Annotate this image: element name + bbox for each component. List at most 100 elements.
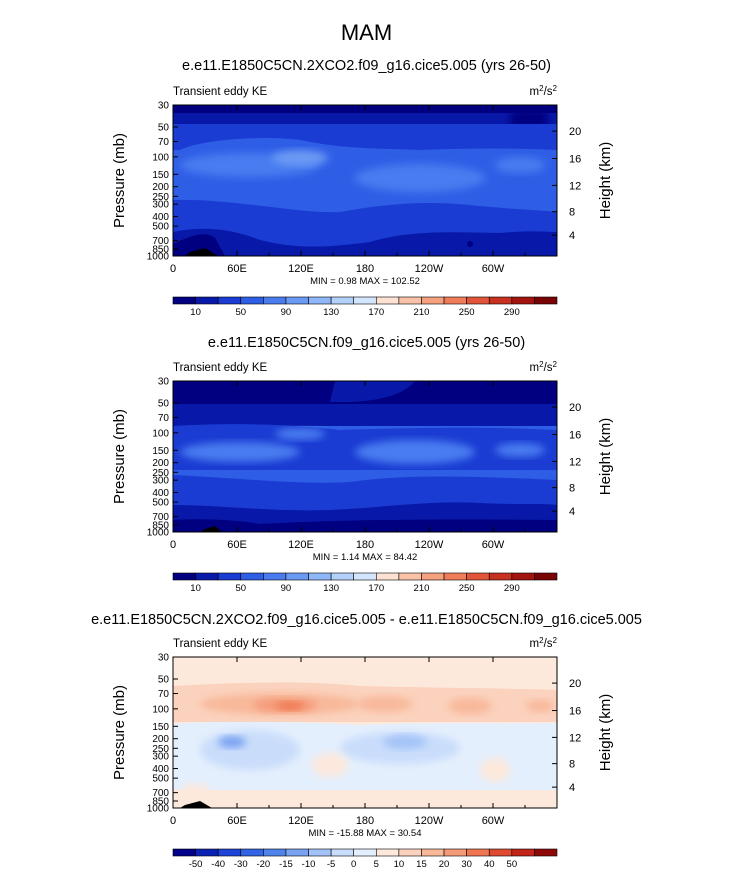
colorbar-swatch (466, 296, 490, 305)
colorbar-swatch (398, 296, 422, 305)
colorbar-label: -20 (256, 859, 270, 870)
colorbar-swatch (217, 848, 242, 857)
colorbar-swatch (421, 848, 445, 857)
colorbar-swatch (330, 572, 355, 581)
colorbar-swatch (285, 296, 309, 305)
field-label: Transient eddy KE (173, 86, 268, 98)
colorbar-label: 170 (368, 307, 384, 318)
colorbar-label: 20 (439, 859, 450, 870)
colorbar-label: 5 (374, 859, 379, 870)
colorbar-label: 290 (504, 307, 520, 318)
colorbar-label: 250 (459, 307, 475, 318)
y-tick-label: 850 (152, 521, 169, 532)
page-title: MAM (340, 20, 393, 45)
y-tick-label: 50 (158, 674, 170, 685)
colorbar-label: 250 (459, 583, 475, 594)
colorbar-swatch (375, 848, 400, 857)
right-tick-label: 12 (569, 732, 581, 744)
y-axis-label: Pressure (mb) (111, 133, 128, 228)
y-tick-label: 30 (158, 653, 170, 664)
right-tick-label: 4 (569, 782, 575, 794)
colorbar-label: 0 (351, 859, 356, 870)
y-tick-label: 500 (152, 222, 169, 233)
x-tick-label: 120W (415, 815, 444, 827)
x-tick-label: 0 (170, 263, 176, 275)
colorbar-swatch (330, 848, 355, 857)
right-tick-label: 8 (569, 483, 575, 495)
colorbar-swatch (172, 848, 196, 857)
min-max-stats: MIN = 1.14 MAX = 84.42 (313, 552, 418, 563)
y-tick-label: 70 (158, 413, 170, 424)
colorbar-swatch (195, 848, 219, 857)
colorbar-swatch (421, 296, 445, 305)
y-tick-label: 700 (152, 788, 169, 799)
colorbar-swatch (375, 296, 400, 305)
y-tick-label: 400 (152, 488, 169, 499)
y-axis-label: Pressure (mb) (111, 685, 128, 780)
y-tick-label: 150 (152, 446, 169, 457)
colorbar-swatch (263, 296, 287, 305)
x-tick-label: 120E (288, 539, 314, 551)
x-tick-label: 120E (288, 815, 314, 827)
panel-2-contour-field (173, 381, 557, 532)
y-axis-right-label: Height (km) (597, 418, 614, 496)
x-tick-label: 60W (482, 539, 505, 551)
colorbar-label: 130 (323, 583, 339, 594)
colorbar-swatch (534, 572, 558, 581)
colorbar-swatch (353, 572, 377, 581)
x-tick-label: 0 (170, 539, 176, 551)
y-tick-label: 50 (158, 122, 170, 133)
y-tick-label: 300 (152, 752, 169, 763)
colorbar-swatch (240, 848, 264, 857)
colorbar-label: 50 (507, 859, 518, 870)
y-tick-label: 700 (152, 512, 169, 523)
y-tick-label: 500 (152, 498, 169, 509)
colorbar-swatch (285, 848, 309, 857)
x-tick-label: 0 (170, 815, 176, 827)
colorbar-swatch (398, 572, 422, 581)
right-tick-label: 16 (569, 706, 581, 718)
y-tick-label: 500 (152, 774, 169, 785)
y-tick-label: 30 (158, 101, 170, 112)
colorbar-swatch (172, 296, 196, 305)
min-max-stats: MIN = 0.98 MAX = 102.52 (310, 276, 420, 287)
colorbar-swatch (263, 848, 287, 857)
y-tick-label: 250 (152, 468, 169, 479)
colorbar-label: 90 (281, 307, 292, 318)
colorbar-swatch (308, 848, 332, 857)
y-axis-right-label: Height (km) (597, 694, 614, 772)
colorbar-swatch (172, 572, 196, 581)
y-tick-label: 250 (152, 744, 169, 755)
x-tick-label: 60E (227, 539, 247, 551)
colorbar-label: -10 (302, 859, 316, 870)
y-tick-label: 1000 (147, 252, 170, 263)
colorbar-swatch (421, 572, 445, 581)
y-tick-label: 850 (152, 245, 169, 256)
colorbar-swatch (466, 572, 490, 581)
colorbar-swatch (443, 296, 467, 305)
y-tick-label: 100 (152, 152, 169, 163)
panel-1-contour-field (173, 105, 557, 256)
x-tick-label: 120W (415, 539, 444, 551)
x-tick-label: 120W (415, 263, 444, 275)
colorbar-swatch (240, 296, 264, 305)
x-tick-label: 180 (356, 263, 374, 275)
colorbar-label: 290 (504, 583, 520, 594)
colorbar-label: -50 (189, 859, 203, 870)
units-label: m2/s2 (530, 360, 558, 374)
y-axis-label: Pressure (mb) (111, 409, 128, 504)
x-tick-label: 60E (227, 263, 247, 275)
y-tick-label: 150 (152, 170, 169, 181)
right-tick-label: 16 (569, 430, 581, 442)
panel-2-title: e.e11.E1850C5CN.f09_g16.cice5.005 (yrs 2… (207, 335, 526, 351)
y-tick-label: 300 (152, 476, 169, 487)
colorbar-label: 170 (368, 583, 384, 594)
colorbar-swatch (488, 572, 513, 581)
colorbar-swatch (511, 296, 535, 305)
y-tick-label: 250 (152, 192, 169, 203)
min-max-stats: MIN = -15.88 MAX = 30.54 (308, 828, 421, 839)
x-tick-label: 60W (482, 815, 505, 827)
right-tick-label: 8 (569, 207, 575, 219)
colorbar-label: -30 (234, 859, 248, 870)
